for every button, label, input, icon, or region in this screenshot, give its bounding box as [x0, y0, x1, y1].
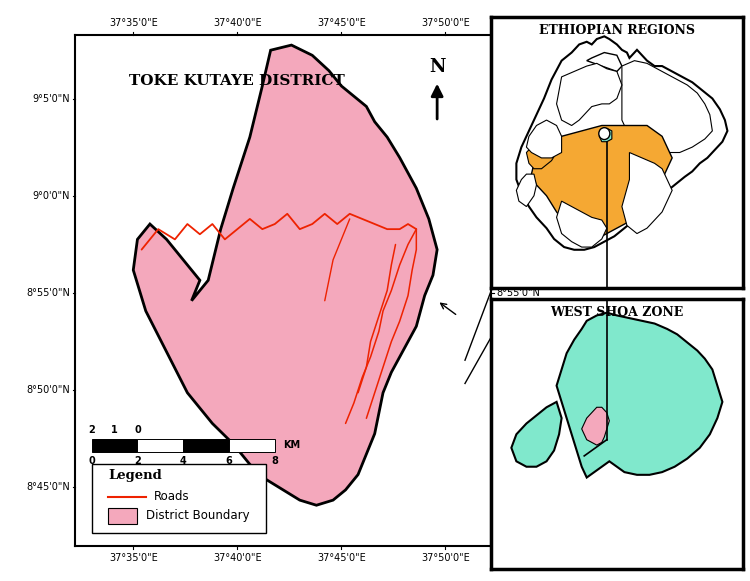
Text: 8°50'0"N: 8°50'0"N	[26, 385, 70, 395]
Text: N: N	[429, 58, 445, 76]
Polygon shape	[582, 407, 609, 445]
Polygon shape	[556, 63, 622, 125]
Polygon shape	[532, 125, 672, 239]
Bar	[137, 439, 183, 451]
Polygon shape	[599, 128, 612, 142]
Text: 4: 4	[180, 456, 187, 465]
Text: 37°40'0"E: 37°40'0"E	[213, 553, 262, 563]
Text: 9°0'0"N: 9°0'0"N	[496, 191, 534, 201]
Text: 9°0'0"N: 9°0'0"N	[32, 191, 70, 201]
Polygon shape	[556, 313, 722, 478]
Text: 37°45'0"E: 37°45'0"E	[317, 553, 366, 563]
Bar	[183, 439, 229, 451]
Polygon shape	[512, 402, 562, 467]
Text: TOKE KUTAYE DISTRICT: TOKE KUTAYE DISTRICT	[129, 74, 345, 88]
Circle shape	[598, 128, 610, 139]
Text: Roads: Roads	[154, 490, 190, 503]
Text: 8: 8	[272, 456, 278, 465]
Text: 37°50'0"E: 37°50'0"E	[421, 553, 470, 563]
Text: 37°45'0"E: 37°45'0"E	[317, 18, 366, 28]
Text: 2: 2	[88, 425, 95, 435]
Text: 8°45'0"N: 8°45'0"N	[496, 482, 540, 492]
Text: 37°35'0"E: 37°35'0"E	[109, 553, 158, 563]
Text: 8°55'0"N: 8°55'0"N	[496, 288, 540, 298]
Bar	[92, 439, 137, 451]
FancyBboxPatch shape	[92, 464, 266, 533]
Text: 6: 6	[226, 456, 232, 465]
Text: 8°50'0"N: 8°50'0"N	[496, 385, 540, 395]
Polygon shape	[556, 201, 607, 247]
Text: 9°5'0"N: 9°5'0"N	[496, 94, 534, 104]
Polygon shape	[622, 153, 672, 234]
Text: 37°35'0"E: 37°35'0"E	[109, 18, 158, 28]
Polygon shape	[586, 52, 622, 71]
Text: WEST SHOA ZONE: WEST SHOA ZONE	[550, 306, 683, 319]
Polygon shape	[134, 45, 437, 505]
Text: 8°55'0"N: 8°55'0"N	[26, 288, 70, 298]
Text: 0: 0	[88, 456, 95, 465]
Polygon shape	[526, 120, 562, 158]
Text: 1: 1	[111, 425, 118, 435]
Text: 37°50'0"E: 37°50'0"E	[421, 18, 470, 28]
Text: 0: 0	[134, 425, 141, 435]
Text: ETHIOPIAN REGIONS: ETHIOPIAN REGIONS	[538, 24, 694, 37]
Polygon shape	[526, 142, 556, 168]
Text: District Boundary: District Boundary	[146, 510, 250, 522]
Polygon shape	[622, 60, 712, 153]
Bar	[229, 439, 274, 451]
Polygon shape	[516, 37, 728, 250]
Text: 2: 2	[134, 456, 141, 465]
Text: 37°40'0"E: 37°40'0"E	[213, 18, 262, 28]
Text: Legend: Legend	[108, 469, 162, 482]
Polygon shape	[516, 174, 536, 207]
Text: 9°5'0"N: 9°5'0"N	[32, 94, 70, 104]
Bar	[108, 508, 137, 524]
Text: 8°45'0"N: 8°45'0"N	[26, 482, 70, 492]
Text: KM: KM	[284, 440, 300, 450]
